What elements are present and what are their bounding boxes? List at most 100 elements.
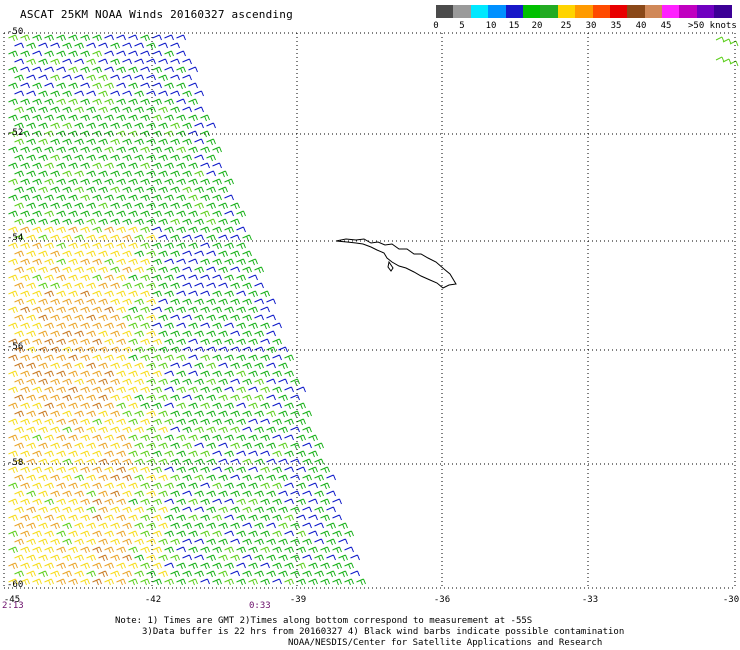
wind-barb [218, 170, 228, 178]
wind-barb [158, 570, 168, 578]
wind-barb [224, 530, 234, 537]
legend-tick: 40 [635, 21, 647, 31]
wind-barb [8, 370, 18, 378]
wind-barb [224, 322, 234, 329]
wind-barb [266, 298, 276, 305]
wind-barb [44, 50, 54, 58]
wind-barb [302, 458, 312, 466]
wind-barb [8, 306, 18, 314]
wind-barb [62, 554, 72, 562]
wind-barb [200, 194, 210, 202]
wind-barb [98, 170, 108, 178]
wind-barb [152, 338, 162, 346]
wind-barb [140, 386, 150, 394]
wind-barb [110, 538, 120, 546]
wind-barb [158, 122, 168, 130]
wind-barb [182, 362, 192, 369]
wind-barb [152, 354, 162, 362]
wind-barb [110, 154, 120, 162]
wind-barb [296, 530, 306, 538]
wind-barb [74, 298, 84, 306]
wind-barb [176, 434, 186, 442]
wind-barb [50, 362, 60, 370]
wind-barb [170, 42, 180, 49]
wind-barb [224, 242, 234, 250]
wind-barb [176, 482, 186, 490]
wind-barb [122, 346, 132, 354]
wind-barb [206, 570, 216, 578]
wind-barb [170, 74, 180, 81]
wind-barb [14, 202, 24, 210]
wind-barb [104, 354, 114, 362]
wind-barb [62, 42, 72, 50]
wind-barb [344, 562, 354, 570]
wind-barb [266, 458, 276, 465]
wind-barb [158, 250, 168, 258]
wind-barb [170, 554, 180, 562]
wind-barb [164, 210, 174, 218]
wind-barb [158, 426, 168, 434]
wind-barb [110, 298, 120, 306]
wind-barb [170, 282, 180, 290]
wind-barb [62, 426, 72, 434]
wind-barb [206, 170, 216, 177]
wind-barb [242, 538, 252, 546]
wind-barb [200, 562, 210, 570]
wind-barb [170, 474, 180, 482]
wind-barb [116, 530, 126, 538]
wind-barb [200, 210, 210, 218]
wind-barb [104, 338, 114, 346]
wind-barb [104, 82, 114, 90]
wind-barb [68, 370, 78, 378]
wind-barb [236, 402, 246, 409]
wind-barb [224, 290, 234, 298]
legend-tick: 5 [459, 21, 465, 31]
wind-barb [146, 138, 156, 146]
wind-barb [122, 458, 132, 466]
wind-barb [188, 546, 198, 554]
wind-barb [242, 234, 252, 242]
wind-barb [152, 146, 162, 154]
wind-barb [164, 562, 174, 569]
wind-barb [128, 562, 138, 570]
wind-barb [20, 338, 30, 346]
wind-barb [62, 314, 72, 322]
wind-barb [20, 306, 30, 314]
wind-barb [92, 466, 102, 474]
wind-barb [230, 554, 240, 562]
wind-barb [332, 530, 342, 538]
wind-barb [62, 202, 72, 210]
wind-barb [158, 410, 168, 418]
legend-tick: 20 [531, 21, 543, 31]
wind-barb [98, 250, 108, 258]
wind-barb [284, 562, 294, 570]
wind-barb [212, 530, 222, 538]
wind-barb [284, 466, 294, 473]
wind-barb [26, 346, 36, 354]
wind-barb [62, 506, 72, 514]
wind-barb [26, 250, 36, 258]
wind-barb [110, 330, 120, 338]
wind-barb [218, 410, 228, 418]
wind-barb [230, 346, 240, 353]
wind-barb [38, 218, 48, 226]
wind-barb [134, 122, 144, 130]
wind-barb [74, 42, 84, 50]
wind-barb [74, 442, 84, 450]
wind-barb [104, 562, 114, 570]
wind-barb [242, 378, 252, 386]
wind-barb [110, 186, 120, 194]
wind-barb [128, 258, 138, 266]
wind-barb [266, 554, 276, 562]
wind-barb [230, 282, 240, 290]
wind-barb [218, 394, 228, 402]
wind-barb [110, 522, 120, 530]
wind-barb [56, 34, 66, 42]
wind-barb [350, 570, 360, 577]
wind-barb [152, 578, 162, 586]
lat-label: -60 [7, 580, 24, 590]
wind-barb [212, 482, 222, 490]
wind-barb [50, 554, 60, 562]
wind-barb [302, 442, 312, 449]
wind-barb [206, 218, 216, 226]
